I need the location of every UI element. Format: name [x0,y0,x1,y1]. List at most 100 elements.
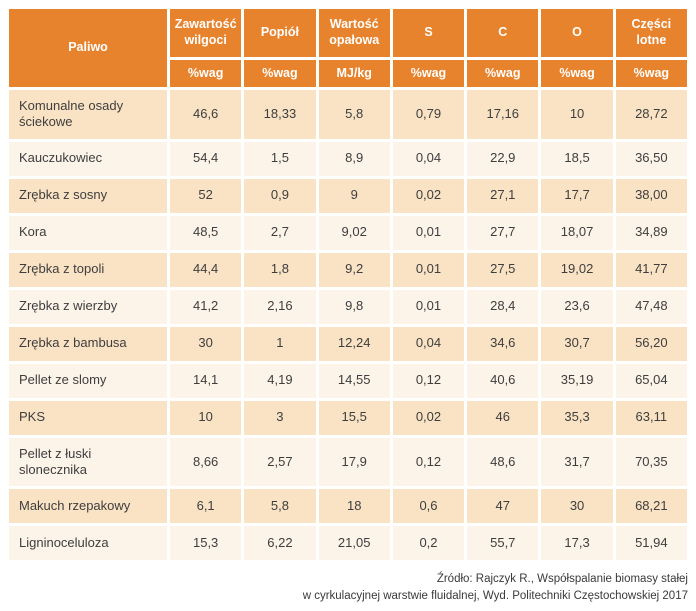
value-cell: 27,5 [467,252,539,287]
value-cell: 56,20 [615,326,687,361]
value-cell: 0,79 [392,90,465,139]
fuel-name: Kora [9,215,167,250]
value-cell: 1 [244,326,316,361]
value-cell: 0,01 [392,252,465,287]
value-cell: 0,01 [392,215,465,250]
value-cell: 17,3 [541,526,613,560]
column-header-calorific-value: Wartość opałowa [318,9,390,57]
value-cell: 27,1 [467,178,539,213]
value-cell: 40,6 [467,363,539,398]
value-cell: 6,1 [170,489,242,523]
table-row: Pellet ze slomy 14,1 4,19 14,55 0,12 40,6 35,1… [9,363,687,398]
source-line-1: Źródło: Rajczyk R., Współspalanie biomas… [436,573,688,585]
value-cell: 9,8 [318,289,390,324]
value-cell: 54,4 [170,141,242,176]
value-cell: 9 [318,178,390,213]
value-cell: 18 [318,489,390,523]
source-line-2: w cyrkulacyjnej warstwie fluidalnej, Wyd… [302,590,688,603]
table-row: Zrębka z bambusa 30 1 12,24 0,04 34,6 30,7 56,2… [9,326,687,361]
column-header-carbon: C [467,9,539,57]
value-cell: 65,04 [615,363,687,398]
fuel-name: Zrębka z wierzby [9,289,167,324]
value-cell: 34,89 [615,215,687,250]
table-row: Pellet z łuski slonecznika 8,66 2,57 17,9 0,… [9,437,687,486]
table-row: Makuch rzepakowy 6,1 5,8 18 0,6 47 30 68,21 [9,489,687,523]
value-cell: 19,02 [541,252,613,287]
value-cell: 0,12 [392,437,465,486]
unit-ash: %wag [244,60,316,87]
value-cell: 14,1 [170,363,242,398]
table-row: Kauczukowiec 54,4 1,5 8,9 0,04 22,9 18,5 36,50 [9,141,687,176]
value-cell: 5,8 [244,489,316,523]
table-row: Kora 48,5 2,7 9,02 0,01 27,7 18,07 34,89 [9,215,687,250]
value-cell: 30 [541,489,613,523]
fuel-properties-table: Paliwo Zawartość wilgoci Popiół Wartość … [6,6,690,563]
value-cell: 12,24 [318,326,390,361]
fuel-name: Kauczukowiec [9,141,167,176]
column-header-sulfur: S [392,9,465,57]
value-cell: 18,07 [541,215,613,250]
value-cell: 46,6 [170,90,242,139]
value-cell: 8,9 [318,141,390,176]
value-cell: 2,7 [244,215,316,250]
value-cell: 35,3 [541,400,613,435]
value-cell: 35,19 [541,363,613,398]
value-cell: 23,6 [541,289,613,324]
value-cell: 63,11 [615,400,687,435]
value-cell: 1,8 [244,252,316,287]
value-cell: 0,9 [244,178,316,213]
value-cell: 0,2 [392,526,465,560]
value-cell: 0,04 [392,141,465,176]
header-row: Paliwo Zawartość wilgoci Popiół Wartość … [9,9,687,87]
value-cell: 2,16 [244,289,316,324]
value-cell: 44,4 [170,252,242,287]
column-header-moisture: Zawartość wilgoci [170,9,242,57]
value-cell: 17,9 [318,437,390,486]
unit-row: %wag %wag MJ/kg %wag %wag %wag %wag [9,60,687,87]
value-cell: 30 [170,326,242,361]
fuel-name: Pellet ze slomy [9,363,167,398]
table-row: Zrębka z sosny 52 0,9 9 0,02 27,1 17,7 38,00 [9,178,687,213]
value-cell: 4,19 [244,363,316,398]
value-cell: 5,8 [318,90,390,139]
value-cell: 0,04 [392,326,465,361]
fuel-name: Zrębka z bambusa [9,326,167,361]
value-cell: 68,21 [615,489,687,523]
value-cell: 55,7 [467,526,539,560]
value-cell: 18,5 [541,141,613,176]
unit-moisture: %wag [170,60,242,87]
value-cell: 48,5 [170,215,242,250]
value-cell: 0,12 [392,363,465,398]
value-cell: 8,66 [170,437,242,486]
value-cell: 28,4 [467,289,539,324]
value-cell: 34,6 [467,326,539,361]
value-cell: 1,5 [244,141,316,176]
fuel-name: PKS [9,400,167,435]
fuel-name: Zrębka z sosny [9,178,167,213]
value-cell: 70,35 [615,437,687,486]
value-cell: 9,2 [318,252,390,287]
unit-oxygen: %wag [541,60,613,87]
source-citation: Źródło: Rajczyk R., Współspalanie biomas… [6,571,688,606]
value-cell: 22,9 [467,141,539,176]
value-cell: 21,05 [318,526,390,560]
column-header-oxygen: O [541,9,613,57]
value-cell: 0,02 [392,178,465,213]
value-cell: 28,72 [615,90,687,139]
table-row: Ligninoceluloza 15,3 6,22 21,05 0,2 55,7 17,3 5… [9,526,687,560]
column-header-paliwo: Paliwo [9,9,167,87]
value-cell: 0,01 [392,289,465,324]
unit-sulfur: %wag [392,60,465,87]
value-cell: 10 [541,90,613,139]
unit-calorific-value: MJ/kg [318,60,390,87]
table-header: Paliwo Zawartość wilgoci Popiół Wartość … [9,9,687,87]
value-cell: 17,7 [541,178,613,213]
value-cell: 3 [244,400,316,435]
value-cell: 15,5 [318,400,390,435]
value-cell: 41,2 [170,289,242,324]
value-cell: 46 [467,400,539,435]
value-cell: 14,55 [318,363,390,398]
value-cell: 38,00 [615,178,687,213]
fuel-name: Zrębka z topoli [9,252,167,287]
